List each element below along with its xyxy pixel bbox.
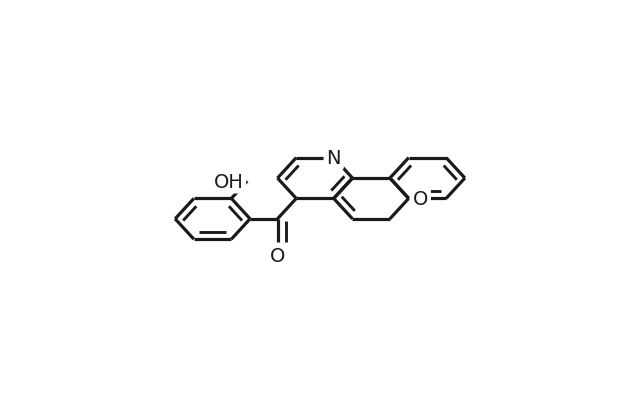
Text: O: O <box>270 247 285 265</box>
Text: O: O <box>413 189 428 209</box>
Text: OH: OH <box>214 172 243 191</box>
Text: N: N <box>326 149 341 168</box>
